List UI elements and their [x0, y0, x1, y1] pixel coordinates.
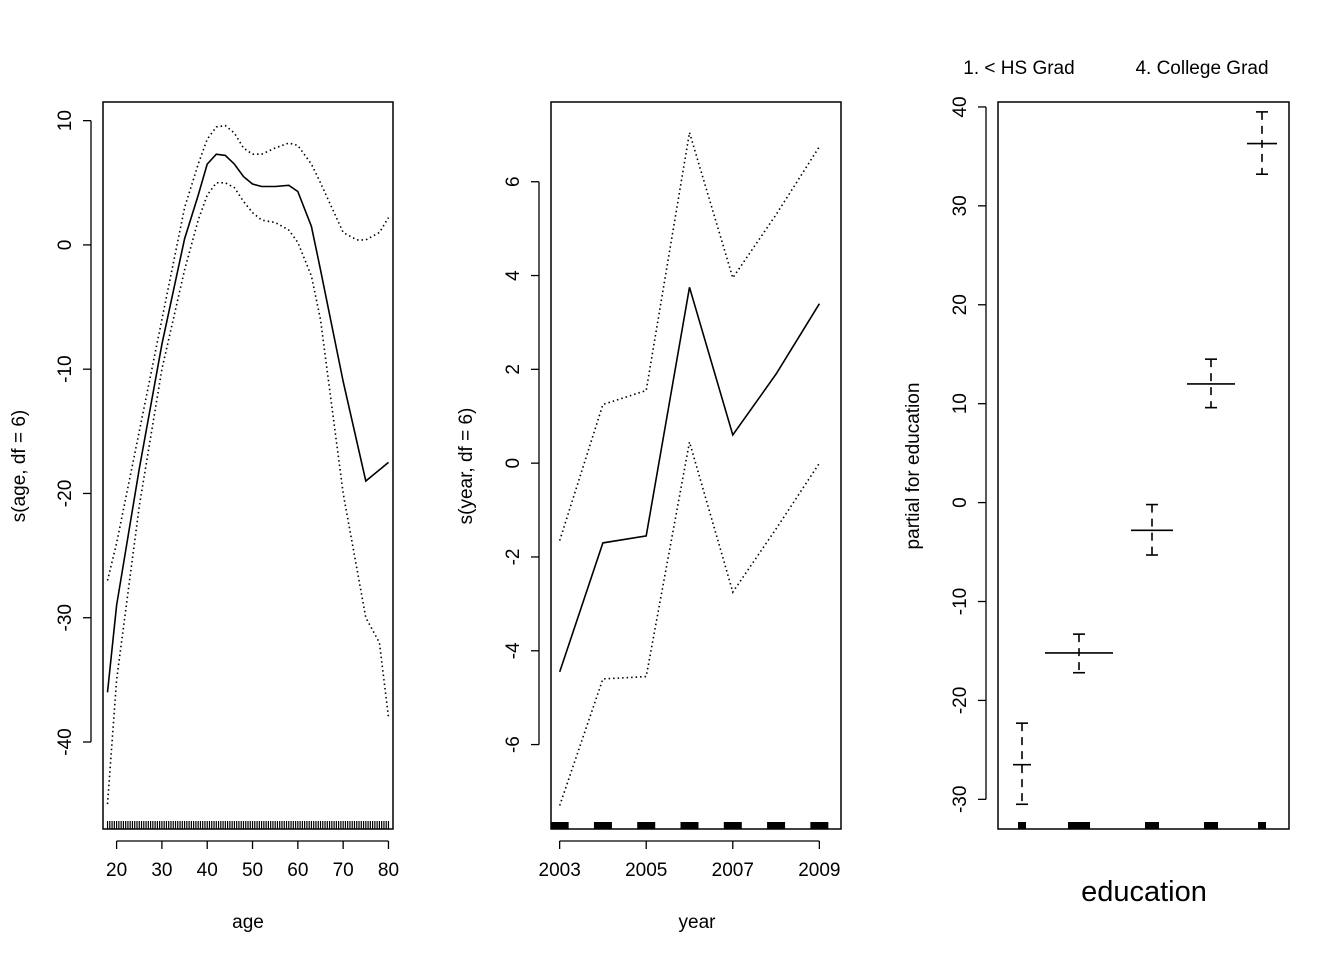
age-x-axis: 20 30 40 50 60 70 80 — [106, 840, 399, 881]
age-plot-frame — [102, 101, 394, 830]
year-y-tick-label: -2 — [503, 549, 524, 566]
age-x-tick-label: 80 — [378, 860, 399, 881]
age-series-group — [106, 124, 390, 805]
year-rug-mark — [593, 822, 612, 829]
age-x-tick-label: 70 — [333, 860, 354, 881]
education-rug-mark — [1018, 822, 1026, 829]
age-x-tick-label: 60 — [287, 860, 308, 881]
education-y-tick-label: -10 — [950, 588, 971, 615]
year-y-axis: -6 -4 -2 0 2 4 6 — [503, 176, 540, 753]
year-rug-mark — [767, 822, 786, 829]
age-ci-line-2 — [106, 182, 390, 805]
age-y-axis-title: s(age, df = 6) — [9, 410, 30, 522]
education-levels-group — [1013, 111, 1277, 806]
year-y-axis-title: s(year, df = 6) — [456, 408, 477, 525]
age-y-tick-label: 10 — [55, 110, 76, 131]
education-y-tick-label: 0 — [950, 497, 971, 508]
year-x-tick-label: 2009 — [798, 860, 840, 881]
education-y-tick-label: 30 — [950, 195, 971, 216]
education-y-axis-title: partial for education — [903, 383, 924, 550]
year-fit-line — [558, 287, 821, 673]
age-x-tick-label: 50 — [242, 860, 263, 881]
year-y-tick-label: 4 — [503, 270, 524, 281]
education-y-axis: -30 -20 -10 0 10 20 30 40 — [950, 96, 987, 813]
year-series-group — [558, 132, 821, 806]
education-plot-frame — [997, 101, 1290, 830]
age-rug — [106, 821, 390, 829]
year-rug-mark — [637, 822, 656, 829]
age-x-axis-title: age — [232, 912, 264, 933]
year-rug-mark — [723, 822, 742, 829]
year-x-tick-label: 2003 — [539, 860, 581, 881]
age-x-tick-label: 40 — [197, 860, 218, 881]
year-y-tick-label: 6 — [503, 176, 524, 187]
year-rug-mark — [680, 822, 699, 829]
year-rug — [550, 822, 829, 829]
year-rug-mark — [550, 822, 569, 829]
age-x-tick-label: 20 — [106, 860, 127, 881]
education-y-tick-label: 40 — [950, 96, 971, 117]
year-rug-mark — [810, 822, 829, 829]
year-y-tick-label: 2 — [503, 364, 524, 375]
age-panel: -40 -30 -20 -10 0 10 20 30 40 50 60 70 80 age s(age… — [9, 101, 399, 933]
year-x-axis-title: year — [679, 912, 717, 933]
year-ci-line-1 — [558, 132, 821, 541]
year-y-tick-label: 0 — [503, 458, 524, 469]
education-y-tick-label: 20 — [950, 294, 971, 315]
age-y-axis: -40 -30 -20 -10 0 10 — [55, 110, 92, 756]
age-x-tick-label: 30 — [151, 860, 172, 881]
education-panel: -30 -20 -10 0 10 20 30 40 1. < HS Grad 4. Colle… — [903, 58, 1290, 908]
education-y-tick-label: -30 — [950, 786, 971, 813]
education-top-label-1: 1. < HS Grad — [963, 58, 1074, 79]
year-y-tick-label: -4 — [503, 642, 524, 659]
education-rug-mark — [1068, 822, 1090, 829]
year-x-axis: 2003 2005 2007 2009 — [539, 840, 840, 881]
year-ci-line-2 — [558, 441, 821, 806]
age-ci-line-1 — [106, 124, 390, 581]
education-top-label-2: 4. College Grad — [1135, 58, 1268, 79]
year-x-tick-label: 2005 — [625, 860, 667, 881]
education-rug-mark — [1145, 822, 1159, 829]
education-x-axis-title: education — [1081, 876, 1207, 908]
age-fit-line — [106, 153, 390, 693]
age-y-tick-label: -10 — [55, 355, 76, 382]
education-rug-mark — [1258, 822, 1266, 829]
education-y-tick-label: -20 — [950, 687, 971, 714]
education-rug-mark — [1204, 822, 1218, 829]
year-y-tick-label: -6 — [503, 736, 524, 753]
age-y-tick-label: -40 — [55, 728, 76, 755]
year-panel: -6 -4 -2 0 2 4 6 2003 2005 2007 2009 year s(year,… — [456, 101, 842, 933]
year-x-tick-label: 2007 — [712, 860, 754, 881]
age-y-tick-label: 0 — [55, 240, 76, 251]
education-rug — [1018, 822, 1266, 829]
education-y-tick-label: 10 — [950, 393, 971, 414]
year-plot-frame — [550, 101, 842, 830]
age-y-tick-label: -20 — [55, 480, 76, 507]
age-y-tick-label: -30 — [55, 604, 76, 631]
